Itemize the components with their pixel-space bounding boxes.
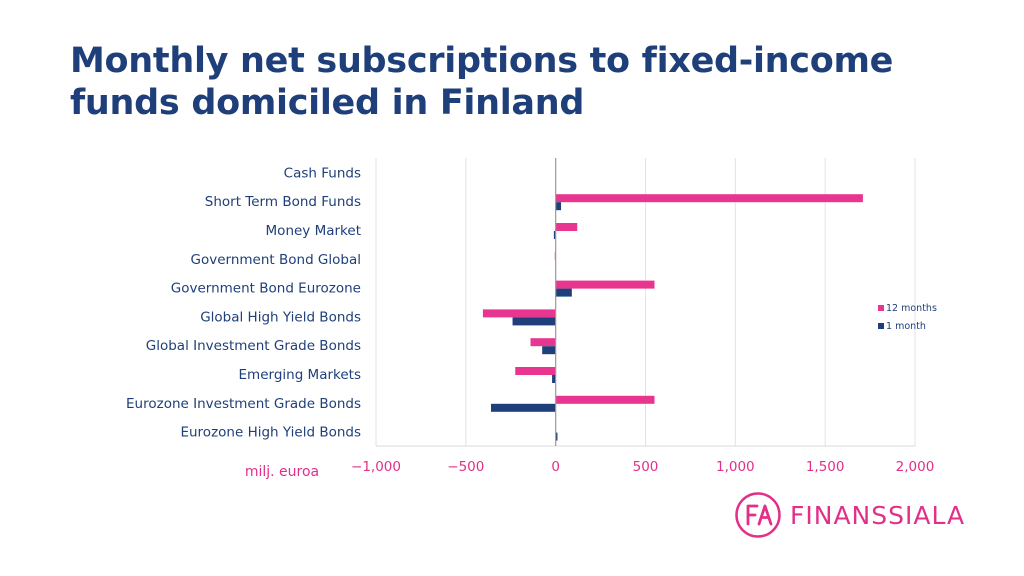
legend-swatch xyxy=(878,305,884,311)
legend: 12 months 1 month xyxy=(878,303,937,332)
bar-12-months xyxy=(555,194,863,203)
bar-1-month xyxy=(555,202,562,211)
x-tick-label: 1,500 xyxy=(806,459,845,475)
bars xyxy=(482,158,863,446)
bar-1-month xyxy=(512,317,556,326)
x-tick-label: 2,000 xyxy=(896,459,935,475)
category-label: Cash Funds xyxy=(284,165,361,181)
bar-12-months xyxy=(515,367,556,375)
legend-swatch xyxy=(878,323,884,329)
page-title: Monthly net subscriptions to fixed-incom… xyxy=(70,41,894,123)
x-tick-label: 0 xyxy=(551,459,560,475)
bar-12-months xyxy=(530,338,556,347)
bar-1-month xyxy=(490,403,556,412)
category-label: Global High Yield Bonds xyxy=(200,309,361,325)
category-label: Government Bond Global xyxy=(191,252,361,268)
bar-1-month xyxy=(555,288,572,297)
bar-1-month xyxy=(553,231,556,239)
bar-12-months xyxy=(555,395,655,404)
category-label: Money Market xyxy=(266,223,361,239)
category-label: Eurozone Investment Grade Bonds xyxy=(126,396,361,412)
bar-12-months xyxy=(555,280,655,289)
x-tick-label: −1,000 xyxy=(351,459,401,475)
category-labels: Cash Funds Short Term Bond Funds Money Mar… xyxy=(126,165,361,440)
logo-text: FINANSSIALA xyxy=(790,500,966,530)
legend-label: 1 month xyxy=(886,321,926,332)
fa-logo-mark-icon xyxy=(735,492,781,538)
category-label: Government Bond Eurozone xyxy=(171,281,361,297)
bar-1-month xyxy=(542,346,556,355)
bar-1-month xyxy=(552,375,556,383)
bar-12-months xyxy=(482,309,556,318)
x-tick-labels: −1,000 −500 0 500 1,000 1,500 2,000 xyxy=(351,459,934,475)
category-label: Emerging Markets xyxy=(239,367,361,383)
finanssiala-logo: FINANSSIALA xyxy=(734,491,965,539)
x-tick-label: 500 xyxy=(633,459,659,475)
legend-label: 12 months xyxy=(886,303,937,314)
category-label: Eurozone High Yield Bonds xyxy=(180,425,361,441)
bar-1-month xyxy=(555,432,558,441)
category-label: Short Term Bond Funds xyxy=(205,194,361,210)
bar-12-months xyxy=(555,223,578,231)
x-tick-label: 1,000 xyxy=(716,459,755,475)
category-label: Global Investment Grade Bonds xyxy=(146,338,361,354)
unit-label: milj. euroa xyxy=(245,464,319,480)
x-tick-label: −500 xyxy=(447,459,484,475)
